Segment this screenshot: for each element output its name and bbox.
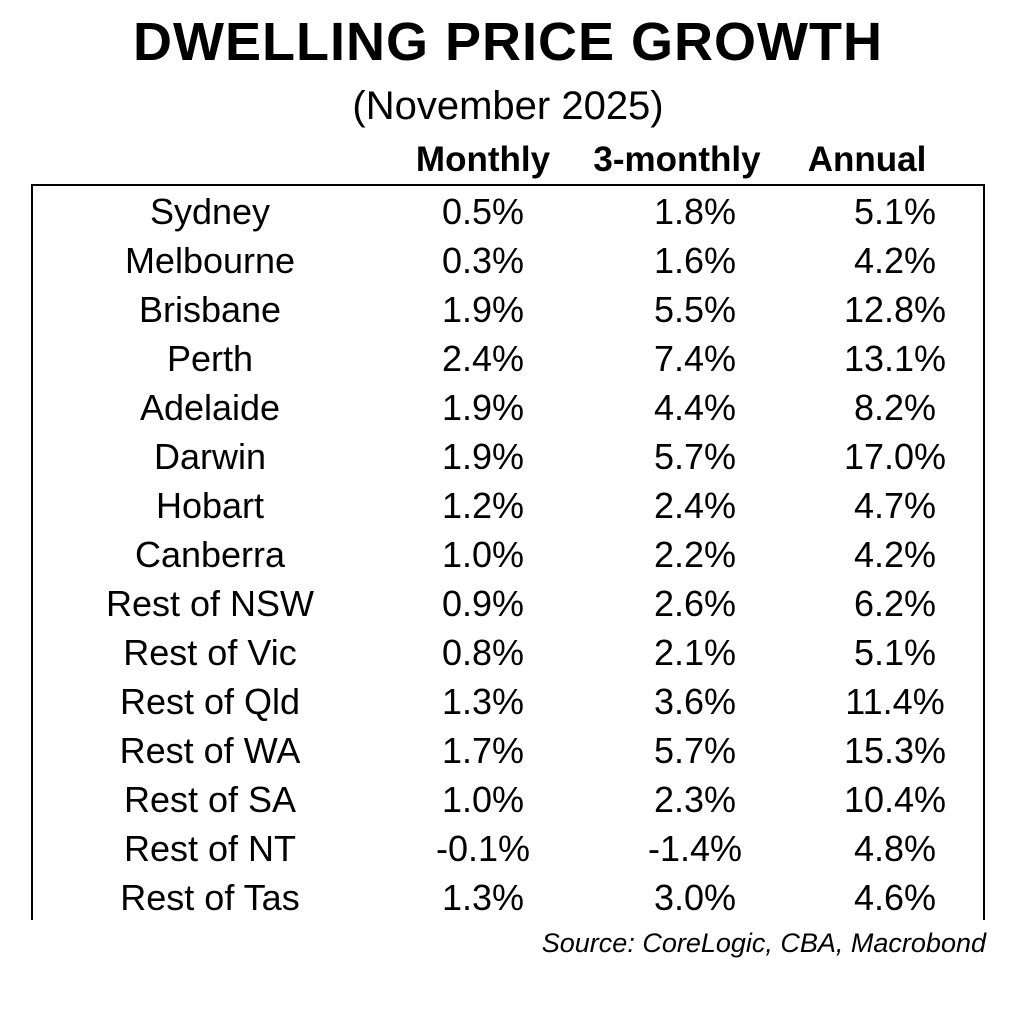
region-label: Rest of SA bbox=[123, 779, 297, 820]
annual-value: 4.2% bbox=[853, 240, 937, 281]
annual-value: 13.1% bbox=[843, 338, 947, 379]
region-label: Rest of Tas bbox=[120, 877, 300, 918]
table-row: Canberra 1.0% 2.2% 4.2% bbox=[0, 530, 1024, 579]
annual-value: 8.2% bbox=[853, 387, 937, 428]
three-monthly-value: 2.2% bbox=[653, 534, 737, 575]
region-label: Canberra bbox=[134, 534, 286, 575]
region-label: Rest of WA bbox=[119, 730, 301, 771]
monthly-value: 1.3% bbox=[441, 681, 525, 722]
annual-value: 17.0% bbox=[843, 436, 947, 477]
three-monthly-value: 1.8% bbox=[653, 191, 737, 232]
annual-value: 15.3% bbox=[843, 730, 947, 771]
monthly-value: 2.4% bbox=[441, 338, 525, 379]
annual-value: 10.4% bbox=[843, 779, 947, 820]
table-row: Rest of Tas 1.3% 3.0% 4.6% bbox=[0, 873, 1024, 922]
chart-subtitle: (November 2025) bbox=[352, 84, 664, 128]
three-monthly-value: 2.3% bbox=[653, 779, 737, 820]
monthly-value: 1.0% bbox=[441, 534, 525, 575]
monthly-value: 0.8% bbox=[441, 632, 525, 673]
region-label: Hobart bbox=[155, 485, 265, 526]
annual-value: 11.4% bbox=[845, 681, 945, 722]
region-label: Rest of NSW bbox=[105, 583, 315, 624]
annual-value: 4.8% bbox=[853, 828, 937, 869]
region-label: Adelaide bbox=[139, 387, 281, 428]
annual-value: 6.2% bbox=[853, 583, 937, 624]
table-row: Hobart 1.2% 2.4% 4.7% bbox=[0, 481, 1024, 530]
table-row: Perth 2.4% 7.4% 13.1% bbox=[0, 334, 1024, 383]
three-monthly-value: 5.7% bbox=[653, 436, 737, 477]
three-monthly-value: 3.6% bbox=[653, 681, 737, 722]
column-header-3-monthly: 3-monthly bbox=[593, 140, 761, 179]
table-row: Sydney 0.5% 1.8% 5.1% bbox=[0, 187, 1024, 236]
three-monthly-value: 5.5% bbox=[653, 289, 737, 330]
column-header-monthly: Monthly bbox=[415, 140, 551, 179]
three-monthly-value: 1.6% bbox=[653, 240, 737, 281]
monthly-value: 1.3% bbox=[441, 877, 525, 918]
table-row: Rest of NSW 0.9% 2.6% 6.2% bbox=[0, 579, 1024, 628]
annual-value: 5.1% bbox=[853, 632, 937, 673]
table-row: Adelaide 1.9% 4.4% 8.2% bbox=[0, 383, 1024, 432]
monthly-value: 1.2% bbox=[441, 485, 525, 526]
table-row: Rest of SA 1.0% 2.3% 10.4% bbox=[0, 775, 1024, 824]
region-label: Sydney bbox=[149, 191, 271, 232]
annual-value: 5.1% bbox=[853, 191, 937, 232]
annual-value: 4.7% bbox=[853, 485, 937, 526]
region-label: Perth bbox=[166, 338, 254, 379]
table-row: Brisbane 1.9% 5.5% 12.8% bbox=[0, 285, 1024, 334]
annual-value: 12.8% bbox=[843, 289, 947, 330]
table-row: Rest of WA 1.7% 5.7% 15.3% bbox=[0, 726, 1024, 775]
region-label: Rest of NT bbox=[123, 828, 297, 869]
annual-value: 4.2% bbox=[853, 534, 937, 575]
monthly-value: 1.9% bbox=[441, 387, 525, 428]
region-label: Rest of Vic bbox=[123, 632, 297, 673]
monthly-value: 1.0% bbox=[441, 779, 525, 820]
monthly-value: -0.1% bbox=[435, 828, 531, 869]
three-monthly-value: 4.4% bbox=[653, 387, 737, 428]
monthly-value: 1.9% bbox=[441, 289, 525, 330]
monthly-value: 1.9% bbox=[441, 436, 525, 477]
table-row: Darwin 1.9% 5.7% 17.0% bbox=[0, 432, 1024, 481]
table-frame bbox=[31, 184, 985, 920]
table-row: Rest of Vic 0.8% 2.1% 5.1% bbox=[0, 628, 1024, 677]
three-monthly-value: 2.6% bbox=[653, 583, 737, 624]
region-label: Brisbane bbox=[138, 289, 282, 330]
column-header-annual: Annual bbox=[807, 140, 927, 179]
three-monthly-value: 7.4% bbox=[653, 338, 737, 379]
region-label: Darwin bbox=[153, 436, 267, 477]
monthly-value: 0.9% bbox=[441, 583, 525, 624]
region-label: Rest of Qld bbox=[119, 681, 301, 722]
table-row: Rest of Qld 1.3% 3.6% 11.4% bbox=[0, 677, 1024, 726]
three-monthly-value: 2.4% bbox=[653, 485, 737, 526]
three-monthly-value: 2.1% bbox=[653, 632, 737, 673]
annual-value: 4.6% bbox=[853, 877, 937, 918]
region-label: Melbourne bbox=[124, 240, 296, 281]
table-row: Melbourne 0.3% 1.6% 4.2% bbox=[0, 236, 1024, 285]
chart-title: DWELLING PRICE GROWTH bbox=[133, 12, 883, 72]
three-monthly-value: 5.7% bbox=[653, 730, 737, 771]
three-monthly-value: -1.4% bbox=[647, 828, 743, 869]
monthly-value: 0.3% bbox=[441, 240, 525, 281]
table-row: Rest of NT -0.1% -1.4% 4.8% bbox=[0, 824, 1024, 873]
monthly-value: 1.7% bbox=[441, 730, 525, 771]
monthly-value: 0.5% bbox=[441, 191, 525, 232]
three-monthly-value: 3.0% bbox=[653, 877, 737, 918]
source-note: Source: CoreLogic, CBA, Macrobond bbox=[541, 928, 986, 958]
